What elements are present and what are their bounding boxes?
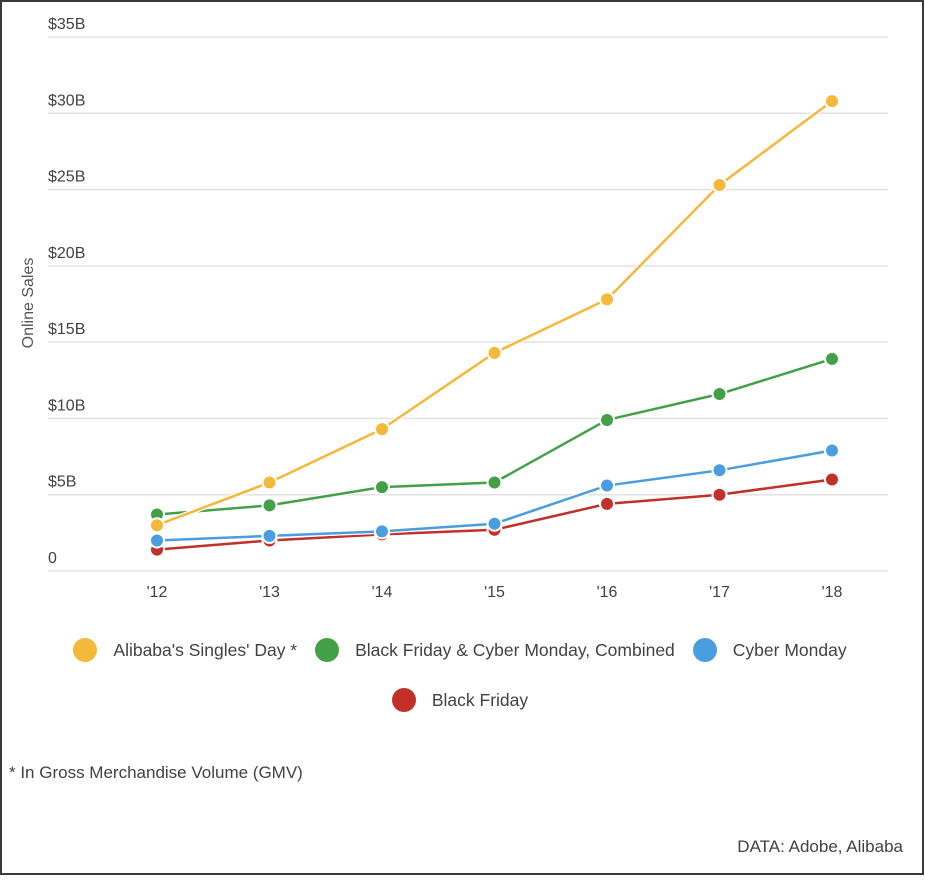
data-source: DATA: Adobe, Alibaba bbox=[737, 837, 903, 856]
legend-label: Cyber Monday bbox=[732, 639, 847, 660]
legend-swatch-icon bbox=[391, 688, 416, 712]
data-point[interactable] bbox=[599, 477, 615, 494]
y-tick-label: $5B bbox=[48, 474, 76, 491]
data-point[interactable] bbox=[824, 350, 840, 367]
y-tick-label: $15B bbox=[48, 321, 85, 338]
data-point[interactable] bbox=[599, 411, 615, 428]
gridlines bbox=[48, 36, 888, 572]
series-line-0 bbox=[156, 100, 833, 527]
data-point[interactable] bbox=[149, 517, 165, 534]
data-point[interactable] bbox=[824, 93, 840, 110]
legend: Alibaba's Singles' Day * Black Friday & … bbox=[0, 630, 920, 720]
y-axis-ticks: 0 $5B $10B $15B $20B $25B $30B $35B bbox=[48, 16, 85, 567]
data-point[interactable] bbox=[374, 523, 390, 540]
footnote: * In Gross Merchandise Volume (GMV) bbox=[9, 763, 303, 782]
legend-item-cyber-monday[interactable]: Cyber Monday bbox=[692, 638, 847, 662]
data-point[interactable] bbox=[824, 442, 840, 459]
legend-label: Black Friday bbox=[431, 689, 529, 710]
legend-item-bf-cm-combined[interactable]: Black Friday & Cyber Monday, Combined bbox=[315, 638, 675, 662]
data-point[interactable] bbox=[486, 344, 503, 361]
y-tick-label: $10B bbox=[48, 397, 85, 414]
series-line-halo bbox=[156, 99, 834, 528]
data-point[interactable] bbox=[261, 527, 278, 544]
legend-row: Black Friday bbox=[0, 680, 920, 720]
data-point[interactable] bbox=[374, 479, 390, 496]
legend-row: Alibaba's Singles' Day * Black Friday & … bbox=[0, 630, 920, 670]
y-tick-label: $30B bbox=[48, 92, 85, 109]
y-axis-title: Online Sales bbox=[20, 258, 37, 349]
data-point[interactable] bbox=[711, 176, 728, 193]
legend-swatch-icon bbox=[692, 638, 717, 662]
data-point[interactable] bbox=[149, 532, 165, 549]
data-point[interactable] bbox=[486, 474, 503, 491]
x-tick-label: '17 bbox=[709, 584, 730, 601]
data-point[interactable] bbox=[711, 462, 728, 479]
legend-swatch-icon bbox=[315, 638, 340, 662]
x-tick-label: '18 bbox=[822, 584, 843, 601]
y-tick-label: $35B bbox=[48, 16, 85, 33]
y-tick-label: 0 bbox=[48, 550, 57, 567]
data-point[interactable] bbox=[261, 497, 278, 514]
data-point[interactable] bbox=[486, 515, 503, 532]
data-point[interactable] bbox=[599, 495, 615, 512]
legend-item-singles-day[interactable]: Alibaba's Singles' Day * bbox=[73, 638, 297, 662]
line-chart: 0$5B$10B$15B$20B$25B$30B$35B '12'13'14'1… bbox=[20, 16, 888, 601]
x-tick-label: '15 bbox=[484, 584, 505, 601]
series-points bbox=[149, 93, 840, 558]
data-point[interactable] bbox=[261, 474, 278, 491]
x-axis-ticks: '12 '13 '14 '15 '16 '17 '18 bbox=[147, 584, 843, 601]
y-tick-label: $20B bbox=[48, 245, 85, 262]
x-tick-label: '14 bbox=[372, 584, 393, 601]
x-tick-label: '12 bbox=[147, 584, 168, 601]
x-tick-label: '13 bbox=[259, 584, 280, 601]
y-tick-label: $25B bbox=[48, 169, 85, 186]
legend-label: Alibaba's Singles' Day * bbox=[113, 639, 298, 660]
legend-label: Black Friday & Cyber Monday, Combined bbox=[355, 639, 675, 660]
legend-item-black-friday[interactable]: Black Friday bbox=[391, 688, 529, 712]
data-point[interactable] bbox=[711, 486, 728, 503]
x-tick-label: '16 bbox=[597, 584, 618, 601]
data-point[interactable] bbox=[824, 471, 840, 488]
data-point[interactable] bbox=[374, 421, 390, 438]
data-point[interactable] bbox=[711, 386, 728, 403]
legend-swatch-icon bbox=[73, 638, 98, 662]
data-point[interactable] bbox=[599, 291, 615, 308]
